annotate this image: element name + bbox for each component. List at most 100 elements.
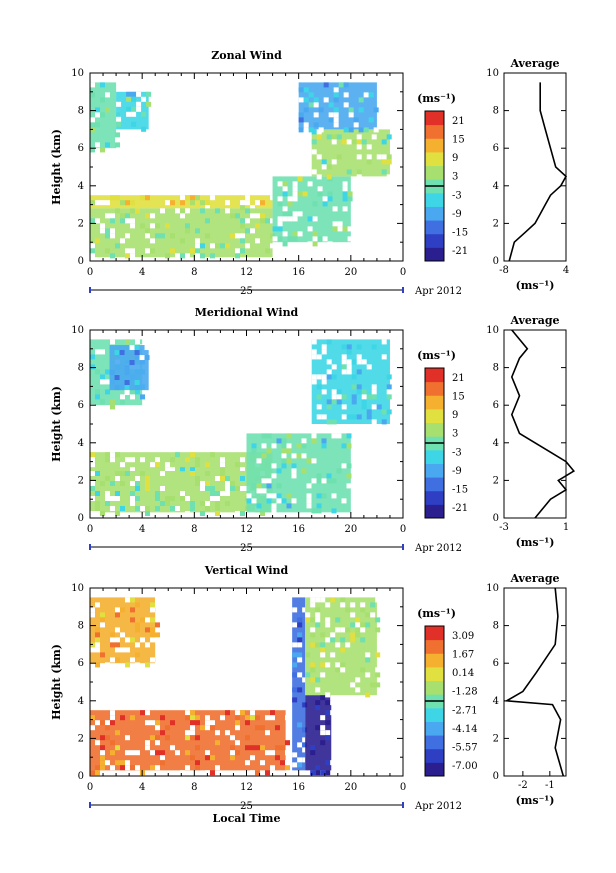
heatmap-cell: [265, 218, 270, 224]
heatmap-cell: [105, 452, 110, 458]
heatmap-cell: [90, 770, 95, 776]
heatmap-cell: [328, 102, 334, 108]
heatmap-gap: [95, 112, 100, 118]
heatmap-cell: [316, 473, 322, 479]
heatmap-cell: [130, 765, 135, 771]
heatmap-gap: [320, 725, 326, 731]
heatmap-gap: [150, 720, 155, 726]
heatmap-cell: [95, 637, 100, 643]
heatmap-cell: [245, 228, 250, 234]
heatmap-cell: [155, 735, 160, 741]
heatmap-gap: [210, 195, 215, 201]
panel-title: Vertical Wind: [204, 564, 289, 577]
average-y-tick-label: 0: [493, 771, 499, 782]
colorbar-tick-label: -9: [452, 466, 462, 477]
heatmap-cell: [286, 458, 292, 464]
heatmap-cell: [140, 471, 145, 476]
heatmap-gap: [246, 493, 252, 499]
heatmap-cell: [275, 755, 280, 761]
heatmap-cell: [90, 364, 95, 370]
heatmap-gap: [341, 369, 347, 375]
heatmap-cell: [190, 506, 195, 511]
heatmap-gap: [291, 473, 297, 479]
heatmap-gap: [311, 339, 317, 345]
heatmap-cell: [165, 735, 170, 741]
heatmap-cell: [302, 727, 308, 733]
heatmap-gap: [333, 117, 339, 123]
heatmap-cell: [298, 112, 304, 118]
heatmap-cell: [110, 720, 115, 726]
x-tick-label: 0: [400, 267, 406, 278]
heatmap-gap: [302, 747, 308, 753]
heatmap-gap: [321, 478, 327, 484]
heatmap-cell: [131, 106, 137, 112]
heatmap-gap: [330, 632, 336, 638]
heatmap-gap: [348, 112, 354, 118]
heatmap-cell: [321, 493, 327, 499]
heatmap-gap: [322, 236, 328, 242]
heatmap-cell: [311, 139, 317, 145]
heatmap-gap: [330, 695, 336, 701]
heatmap-cell: [235, 462, 240, 468]
heatmap-cell: [95, 770, 100, 776]
heatmap-cell: [340, 637, 346, 643]
heatmap-gap: [116, 116, 122, 122]
heatmap-gap: [125, 735, 130, 741]
heatmap-gap: [311, 169, 317, 175]
heatmap-gap: [271, 493, 277, 499]
heatmap-gap: [325, 602, 331, 608]
heatmap-cell: [240, 238, 245, 244]
heatmap-gap: [341, 354, 347, 360]
heatmap-gap: [292, 186, 298, 192]
heatmap-cell: [105, 389, 110, 395]
heatmap-cell: [320, 647, 326, 653]
heatmap-cell: [331, 478, 337, 484]
heatmap-cell: [170, 506, 175, 511]
heatmap-gap: [297, 231, 303, 237]
heatmap-cell: [296, 443, 302, 449]
heatmap-cell: [287, 236, 293, 242]
heatmap-gap: [366, 144, 372, 150]
colorbar-swatch: [425, 408, 444, 424]
heatmap-gap: [285, 750, 290, 756]
heatmap-cell: [368, 92, 374, 98]
heatmap-gap: [180, 491, 185, 496]
heatmap-gap: [125, 218, 130, 224]
heatmap-gap: [340, 627, 346, 633]
average-y-tick-label: 10: [486, 583, 499, 594]
heatmap-cell: [210, 725, 215, 731]
heatmap-cell: [361, 389, 367, 395]
heatmap-gap: [125, 765, 130, 771]
heatmap-gap: [306, 483, 312, 489]
heatmap-gap: [316, 354, 322, 360]
heatmap-cell: [276, 493, 282, 499]
average-profile-line: [510, 329, 576, 519]
heatmap-cell: [165, 253, 170, 259]
heatmap-gap: [376, 154, 382, 160]
heatmap-cell: [297, 652, 303, 658]
heatmap-gap: [277, 216, 283, 222]
heatmap-gap: [150, 462, 155, 468]
heatmap-gap: [256, 458, 262, 464]
heatmap-cell: [330, 597, 336, 603]
heatmap-gap: [310, 627, 316, 633]
heatmap-cell: [276, 468, 282, 474]
heatmap-cell: [200, 501, 205, 506]
heatmap-cell: [360, 667, 366, 673]
heatmap-gap: [261, 478, 267, 484]
heatmap-cell: [287, 201, 293, 207]
heatmap-gap: [150, 637, 155, 643]
heatmap-cell: [256, 503, 262, 509]
heatmap-cell: [165, 501, 170, 506]
heatmap-gap: [250, 205, 255, 211]
heatmap-cell: [375, 652, 381, 658]
heatmap-cell: [185, 735, 190, 741]
heatmap-cell: [331, 134, 337, 140]
heatmap-cell: [115, 243, 120, 249]
heatmap-gap: [185, 496, 190, 501]
heatmap-cell: [195, 462, 200, 468]
heatmap-gap: [381, 354, 387, 360]
heatmap-gap: [307, 226, 313, 232]
heatmap-cell: [115, 730, 120, 736]
heatmap-gap: [235, 233, 240, 239]
